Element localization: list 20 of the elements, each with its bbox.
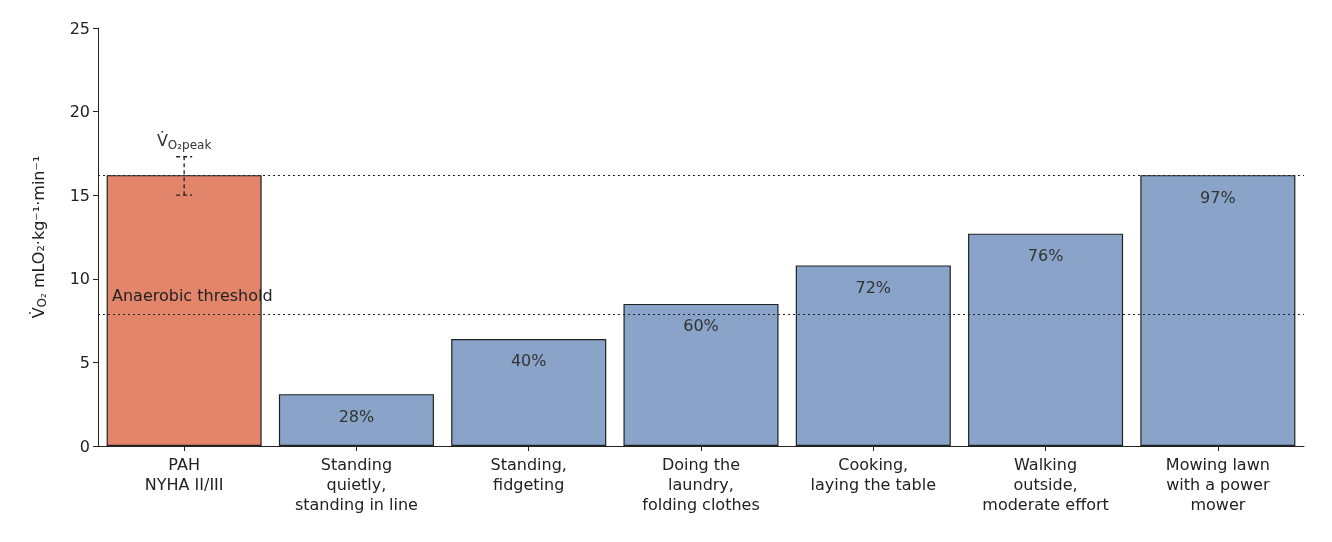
x-tick-label: Doing the laundry, folding clothes <box>642 454 760 514</box>
y-tick-label: 10 <box>69 269 90 289</box>
annotation: 97% <box>1200 187 1236 207</box>
annotation: 76% <box>1027 246 1064 266</box>
annotation: 60% <box>683 316 719 336</box>
annotation: 40% <box>510 351 547 371</box>
x-tick-label: Standing quietly, standing in line <box>294 454 418 514</box>
y-tick-label: 15 <box>69 185 90 205</box>
y-tick-label: 0 <box>79 436 90 456</box>
y-tick-label: 25 <box>69 18 90 38</box>
annotation: 28% <box>338 406 375 426</box>
x-tick-label: PAH NYHA II/III <box>144 454 224 494</box>
x-tick-label: Walking outside, moderate effort <box>982 454 1109 514</box>
x-tick-label: Standing, fidgeting <box>490 454 567 494</box>
x-tick-label: Cooking, laying the table <box>810 454 936 494</box>
x-tick-label: Mowing lawn with a power mower <box>1165 454 1270 514</box>
y-axis-title: V̇O₂ mLO₂·kg⁻¹·min⁻¹ <box>28 155 49 319</box>
annotation: 72% <box>855 277 892 297</box>
y-tick-label: 5 <box>79 352 90 372</box>
y-tick-label: 20 <box>69 102 90 122</box>
